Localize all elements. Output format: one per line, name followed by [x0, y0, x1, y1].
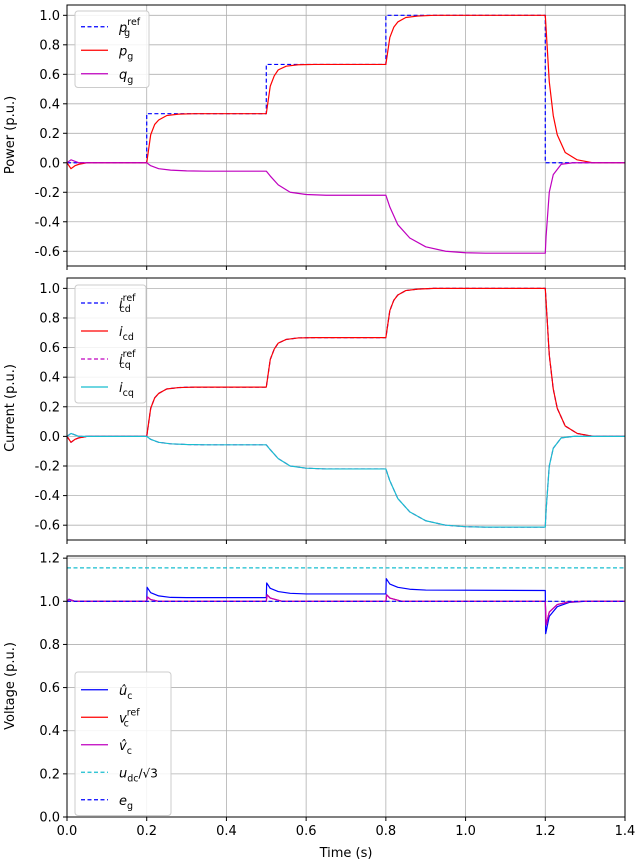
y-tick-label: 0.8: [39, 638, 60, 653]
legend-label: qg: [119, 68, 133, 86]
legend-label: pg: [118, 44, 133, 62]
legend-label: ûc: [119, 684, 132, 702]
legend-label: iref cq: [119, 349, 136, 371]
axes-frame: [66, 4, 626, 267]
series-group: [67, 14, 625, 254]
y-tick-label: 0.8: [39, 311, 60, 326]
y-tick-label: 0.6: [39, 681, 60, 696]
y-tick-label: 0.6: [39, 341, 60, 356]
legend: ûc vref c v̂c udc/√3 eg: [74, 671, 172, 816]
power-panel: Power (p.u.) -0.6 -0.4 -0.2 0.0 0.2 0.4 0.6 0.8…: [3, 4, 626, 270]
x-tick-label: 0.6: [296, 824, 317, 839]
axes-frame: [66, 277, 626, 541]
series-line-1: [67, 14, 625, 170]
voltage-panel: Voltage (p.u.) 0.0 0.2 0.4 0.6 0.8 1.0 1.2 0.0 0…: [3, 552, 635, 839]
y-tick-label: -0.4: [35, 489, 60, 504]
y-tick-label: -0.4: [35, 215, 60, 230]
y-tick-label: 0.0: [39, 156, 60, 171]
current-ylabel: Current (p.u.): [3, 364, 18, 452]
y-tick-label: 1.0: [39, 9, 60, 24]
y-tick-label: 1.0: [39, 595, 60, 610]
x-tick-label: 0.8: [376, 824, 397, 839]
current-panel: Current (p.u.) -0.6 -0.4 -0.2 0.0 0.2 0.4 0.6 0…: [3, 277, 626, 544]
series-line-3: [67, 432, 625, 528]
y-tick-label: 0.8: [39, 38, 60, 53]
x-tick-label: 1.4: [615, 824, 636, 839]
legend-label: iref cd: [119, 293, 136, 315]
y-tick-label: -0.2: [35, 459, 60, 474]
x-tick-label: 1.2: [535, 824, 556, 839]
x-axis-label: Time (s): [319, 846, 373, 861]
y-tick-label: 0.4: [39, 97, 60, 112]
y-tick-label: 0.2: [39, 127, 60, 142]
y-tick-label: 0.4: [39, 724, 60, 739]
y-tick-label: 1.2: [39, 552, 60, 567]
series-line-0: [67, 578, 625, 635]
axes-frame: [66, 555, 626, 818]
x-tick-label: 0.2: [136, 824, 157, 839]
legend-label: icd: [119, 325, 134, 343]
legend: iref cd icd iref cq icq: [74, 284, 147, 404]
series-group: [67, 567, 625, 635]
legend-label: udc/√3: [119, 766, 158, 784]
x-tick-label: 0.0: [57, 824, 78, 839]
x-tick-label: 0.4: [216, 824, 237, 839]
y-tick-label: 0.2: [39, 767, 60, 782]
y-tick-label: 0.0: [39, 430, 60, 445]
y-tick-label: 0.2: [39, 400, 60, 415]
x-tick-label: 1.0: [455, 824, 476, 839]
y-tick-label: 1.0: [39, 282, 60, 297]
series-line-1: [67, 287, 625, 443]
legend-label: v̂c: [119, 739, 132, 757]
legend-label: eg: [119, 794, 133, 812]
legend-label: vref c: [119, 707, 140, 729]
legend: pref g pg qg: [74, 10, 150, 88]
y-tick-label: -0.6: [35, 519, 60, 534]
y-tick-label: 0.6: [39, 68, 60, 83]
y-tick-label: -0.6: [35, 245, 60, 260]
voltage-ylabel: Voltage (p.u.): [3, 642, 18, 730]
legend-label: icq: [119, 381, 134, 399]
power-ylabel: Power (p.u.): [3, 96, 18, 174]
series-line-2: [67, 159, 625, 254]
y-tick-label: 0.0: [39, 811, 60, 826]
y-tick-label: 0.4: [39, 371, 60, 386]
series-group: [67, 287, 625, 528]
series-line-0: [67, 14, 625, 164]
legend-label: pref g: [118, 17, 141, 39]
y-tick-label: -0.2: [35, 186, 60, 201]
